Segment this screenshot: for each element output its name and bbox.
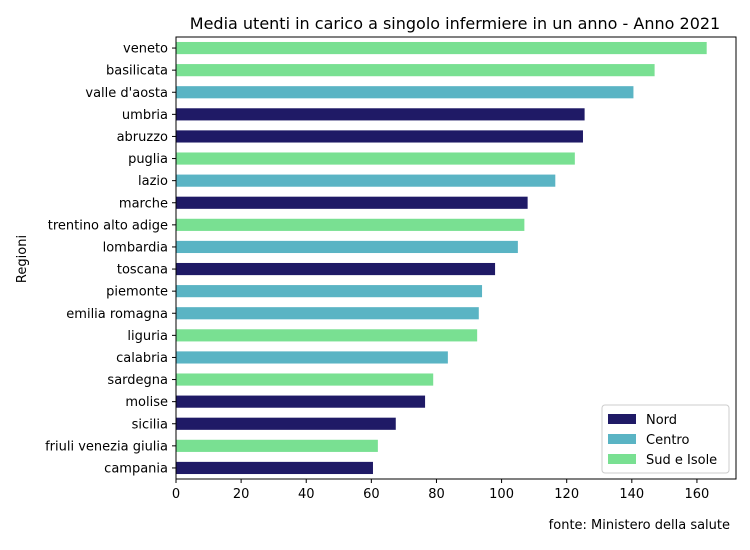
y-tick-label: calabria bbox=[116, 351, 168, 366]
x-tick-label: 20 bbox=[233, 487, 250, 502]
bar bbox=[176, 285, 483, 298]
bar bbox=[176, 373, 434, 386]
source-note: fonte: Ministero della salute bbox=[548, 518, 730, 533]
x-tick-label: 60 bbox=[363, 487, 380, 502]
bar bbox=[176, 240, 518, 254]
legend-label: Sud e Isole bbox=[646, 453, 717, 468]
y-ticks-group: veneto basilicata valle d'aosta umbria abruz… bbox=[45, 42, 176, 476]
y-tick-label: marche bbox=[119, 196, 168, 211]
x-tick-label: 140 bbox=[619, 487, 644, 502]
x-tick-label: 40 bbox=[298, 487, 315, 502]
legend: Nord Centro Sud e Isole bbox=[601, 404, 730, 474]
bar bbox=[176, 307, 479, 320]
legend-swatch bbox=[608, 414, 636, 424]
legend-swatch bbox=[608, 454, 636, 464]
bar bbox=[176, 130, 583, 143]
bar bbox=[176, 218, 525, 231]
plot-frame bbox=[175, 36, 737, 480]
x-tick-label: 100 bbox=[489, 487, 514, 502]
bar bbox=[176, 86, 634, 99]
legend-swatch bbox=[608, 434, 636, 444]
legend-label: Centro bbox=[646, 433, 689, 448]
y-tick-label: puglia bbox=[128, 152, 168, 167]
y-tick-label: friuli venezia giulia bbox=[45, 439, 168, 454]
bar bbox=[176, 196, 528, 209]
y-tick-label: sardegna bbox=[107, 373, 168, 388]
y-tick-label: piemonte bbox=[106, 285, 168, 300]
bar bbox=[176, 351, 448, 364]
x-tick-label: 0 bbox=[172, 487, 180, 502]
bar bbox=[176, 152, 575, 165]
axes-frame bbox=[175, 36, 737, 480]
y-tick-label: basilicata bbox=[106, 64, 168, 79]
y-tick-label: molise bbox=[125, 395, 168, 410]
y-tick-label: toscana bbox=[117, 263, 168, 278]
x-ticks-group: 0 20 40 60 80 100 120 140 160 bbox=[172, 479, 709, 502]
bar bbox=[176, 41, 707, 55]
y-tick-label: campania bbox=[104, 461, 168, 476]
x-tick-label: 160 bbox=[685, 487, 710, 502]
x-tick-label: 120 bbox=[554, 487, 579, 502]
y-tick-label: veneto bbox=[123, 42, 168, 57]
bar bbox=[176, 395, 426, 408]
bar bbox=[176, 329, 478, 342]
bar bbox=[176, 64, 655, 77]
y-axis-label: Regioni bbox=[15, 235, 30, 283]
chart-title: Media utenti in carico a singolo infermi… bbox=[190, 14, 720, 33]
bar bbox=[176, 262, 496, 276]
bars-group bbox=[176, 41, 707, 475]
y-tick-label: emilia romagna bbox=[66, 307, 168, 322]
y-tick-label: trentino alto adige bbox=[48, 218, 168, 233]
bar bbox=[176, 174, 556, 187]
bar bbox=[176, 461, 373, 475]
bar bbox=[176, 439, 378, 452]
y-tick-label: lazio bbox=[138, 174, 168, 189]
x-tick-label: 80 bbox=[428, 487, 445, 502]
y-tick-label: abruzzo bbox=[117, 130, 168, 145]
y-tick-label: valle d'aosta bbox=[85, 86, 168, 101]
legend-label: Nord bbox=[646, 413, 677, 428]
y-tick-label: umbria bbox=[122, 108, 168, 123]
y-tick-label: lombardia bbox=[103, 240, 168, 255]
bar bbox=[176, 108, 585, 121]
bar bbox=[176, 417, 396, 430]
y-tick-label: sicilia bbox=[132, 417, 168, 432]
y-tick-label: liguria bbox=[127, 329, 168, 344]
